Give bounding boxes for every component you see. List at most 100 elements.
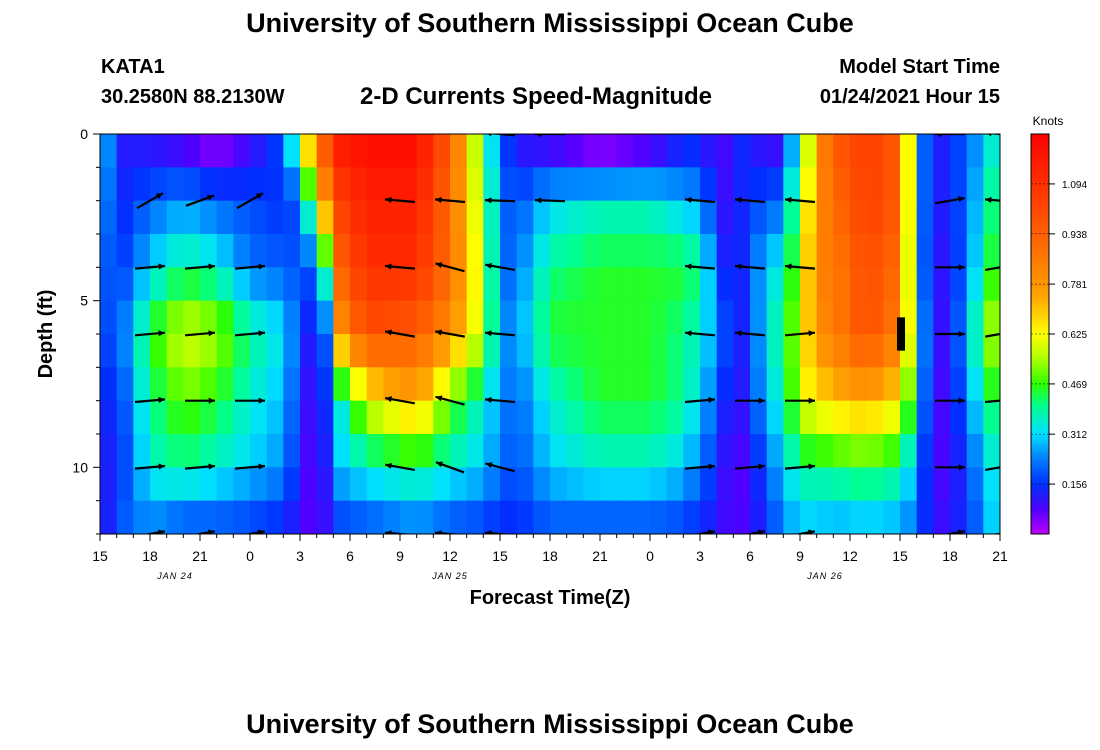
- heat-cell: [583, 300, 601, 335]
- heat-cell: [566, 367, 584, 402]
- current-arrow: [785, 397, 815, 404]
- heat-cell: [383, 200, 401, 235]
- heat-cell: [300, 434, 318, 468]
- current-arrow: [185, 194, 215, 207]
- heat-cell: [166, 167, 184, 202]
- heat-cell: [633, 234, 651, 268]
- heat-cell: [216, 367, 234, 402]
- heat-cell: [800, 134, 818, 168]
- heat-cell: [516, 267, 534, 302]
- heat-cell: [483, 334, 501, 368]
- heat-cell: [100, 167, 118, 202]
- heat-cell: [683, 234, 701, 268]
- heat-cell: [533, 134, 551, 168]
- heat-cell: [700, 400, 718, 435]
- heat-cell: [866, 200, 884, 235]
- heat-cell: [200, 334, 218, 368]
- current-arrow: [234, 463, 266, 470]
- heat-cell: [716, 400, 734, 435]
- colorbar-tick-label: 0.312: [1062, 430, 1087, 441]
- heat-cell: [666, 434, 684, 468]
- heat-cell: [883, 334, 901, 368]
- date-label: JAN 25: [431, 571, 468, 581]
- heat-cell: [600, 467, 618, 502]
- heat-cell: [166, 300, 184, 335]
- heat-cell: [516, 367, 534, 402]
- heat-cell: [500, 467, 518, 502]
- heat-cell: [183, 200, 201, 235]
- heat-cell: [400, 300, 418, 335]
- current-arrow: [134, 330, 166, 337]
- heat-cell: [683, 400, 701, 435]
- heat-cell: [250, 467, 268, 502]
- heat-cell: [733, 400, 751, 435]
- heat-cell: [350, 367, 368, 402]
- heat-cell: [566, 467, 584, 502]
- heat-cell: [433, 400, 451, 435]
- heat-cell: [150, 267, 168, 302]
- heat-cell: [666, 267, 684, 302]
- current-arrow: [984, 399, 1000, 404]
- heat-cell: [783, 400, 801, 435]
- heat-cell: [616, 500, 634, 534]
- heat-cell: [666, 334, 684, 368]
- heat-cell: [433, 200, 451, 235]
- heat-cell: [433, 367, 451, 402]
- heat-cell: [816, 300, 834, 335]
- heat-cell: [250, 134, 268, 168]
- heat-cell: [200, 400, 218, 435]
- heat-cell: [800, 334, 818, 368]
- heat-cell: [633, 400, 651, 435]
- heat-cell: [616, 434, 634, 468]
- current-arrow: [935, 134, 965, 138]
- heat-cell: [716, 134, 734, 168]
- heat-cell: [550, 334, 568, 368]
- heat-cell: [700, 200, 718, 235]
- heat-cell: [450, 300, 468, 335]
- heat-cell: [983, 367, 1000, 402]
- current-arrow: [693, 529, 715, 534]
- heat-cell: [300, 467, 318, 502]
- heat-cell: [216, 467, 234, 502]
- heat-cell: [933, 334, 951, 368]
- heat-cell: [750, 400, 768, 435]
- current-arrow: [243, 529, 265, 534]
- heat-cell: [183, 334, 201, 368]
- heat-cell: [466, 234, 484, 268]
- current-arrow: [734, 463, 766, 470]
- heat-cell: [533, 200, 551, 235]
- heat-cell: [516, 167, 534, 202]
- heat-cell: [233, 467, 251, 502]
- current-arrow: [385, 396, 415, 405]
- heat-cell: [233, 300, 251, 335]
- current-arrow: [193, 529, 215, 534]
- heat-cell: [800, 434, 818, 468]
- chart-title: 2-D Currents Speed-Magnitude: [360, 83, 713, 110]
- heat-cell: [850, 134, 868, 168]
- heat-cell: [833, 367, 851, 402]
- heat-cell: [233, 134, 251, 168]
- current-arrow: [234, 330, 266, 337]
- heat-cell: [433, 434, 451, 468]
- heat-cell: [433, 134, 451, 168]
- model-start-label: Model Start Time: [839, 56, 1000, 78]
- heat-cell: [883, 400, 901, 435]
- heat-cell: [433, 467, 451, 502]
- current-arrow: [136, 192, 164, 210]
- heat-cell: [216, 334, 234, 368]
- heat-cell: [633, 367, 651, 402]
- heat-cell: [116, 200, 134, 235]
- heat-cell: [116, 234, 134, 268]
- colorbar-tick-label: 1.094: [1062, 180, 1087, 191]
- heat-cell: [266, 500, 284, 534]
- current-arrow: [184, 263, 216, 270]
- heat-cell: [100, 500, 118, 534]
- current-arrow: [185, 397, 215, 404]
- heat-cell: [600, 200, 618, 235]
- heat-cell: [650, 500, 668, 534]
- heat-cell: [200, 467, 218, 502]
- heat-cell: [283, 267, 301, 302]
- current-arrow: [485, 262, 515, 272]
- heat-cell: [983, 467, 1000, 502]
- heat-cell: [916, 434, 934, 468]
